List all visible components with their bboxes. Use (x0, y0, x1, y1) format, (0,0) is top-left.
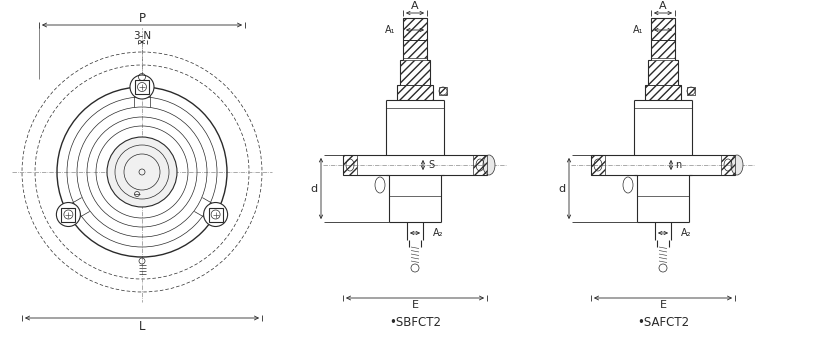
Text: A₁: A₁ (632, 25, 643, 35)
Text: d: d (558, 184, 565, 193)
Bar (645, 85, 681, 100)
Text: A: A (659, 1, 667, 11)
Text: L: L (139, 319, 145, 333)
Circle shape (107, 137, 177, 207)
Text: A₁: A₁ (384, 25, 395, 35)
Text: E: E (411, 300, 419, 310)
Bar (687, 87, 695, 95)
Bar (648, 60, 678, 85)
Bar (135, 80, 149, 94)
Ellipse shape (731, 155, 743, 175)
Text: S: S (428, 160, 434, 170)
Bar (651, 18, 675, 40)
Bar (61, 208, 75, 221)
Bar (403, 18, 427, 40)
Ellipse shape (483, 155, 495, 175)
Text: •SBFCT2: •SBFCT2 (389, 315, 441, 329)
Bar (403, 40, 427, 58)
Text: A: A (411, 1, 419, 11)
Bar (473, 155, 487, 175)
Bar (343, 155, 357, 175)
Text: E: E (659, 300, 667, 310)
Text: •SAFCT2: •SAFCT2 (637, 315, 689, 329)
Bar (400, 60, 430, 85)
Bar (209, 208, 223, 221)
Circle shape (130, 75, 154, 99)
Bar (397, 85, 433, 100)
Text: n: n (675, 160, 681, 170)
Bar (721, 155, 735, 175)
Bar (591, 155, 605, 175)
Bar (439, 87, 447, 95)
Text: 3-N: 3-N (133, 31, 151, 41)
Text: A₂: A₂ (433, 228, 444, 238)
Bar (651, 40, 675, 58)
Circle shape (56, 202, 81, 226)
Text: P: P (139, 13, 145, 25)
Text: d: d (310, 184, 317, 193)
Text: A₂: A₂ (681, 228, 691, 238)
Circle shape (204, 202, 228, 226)
